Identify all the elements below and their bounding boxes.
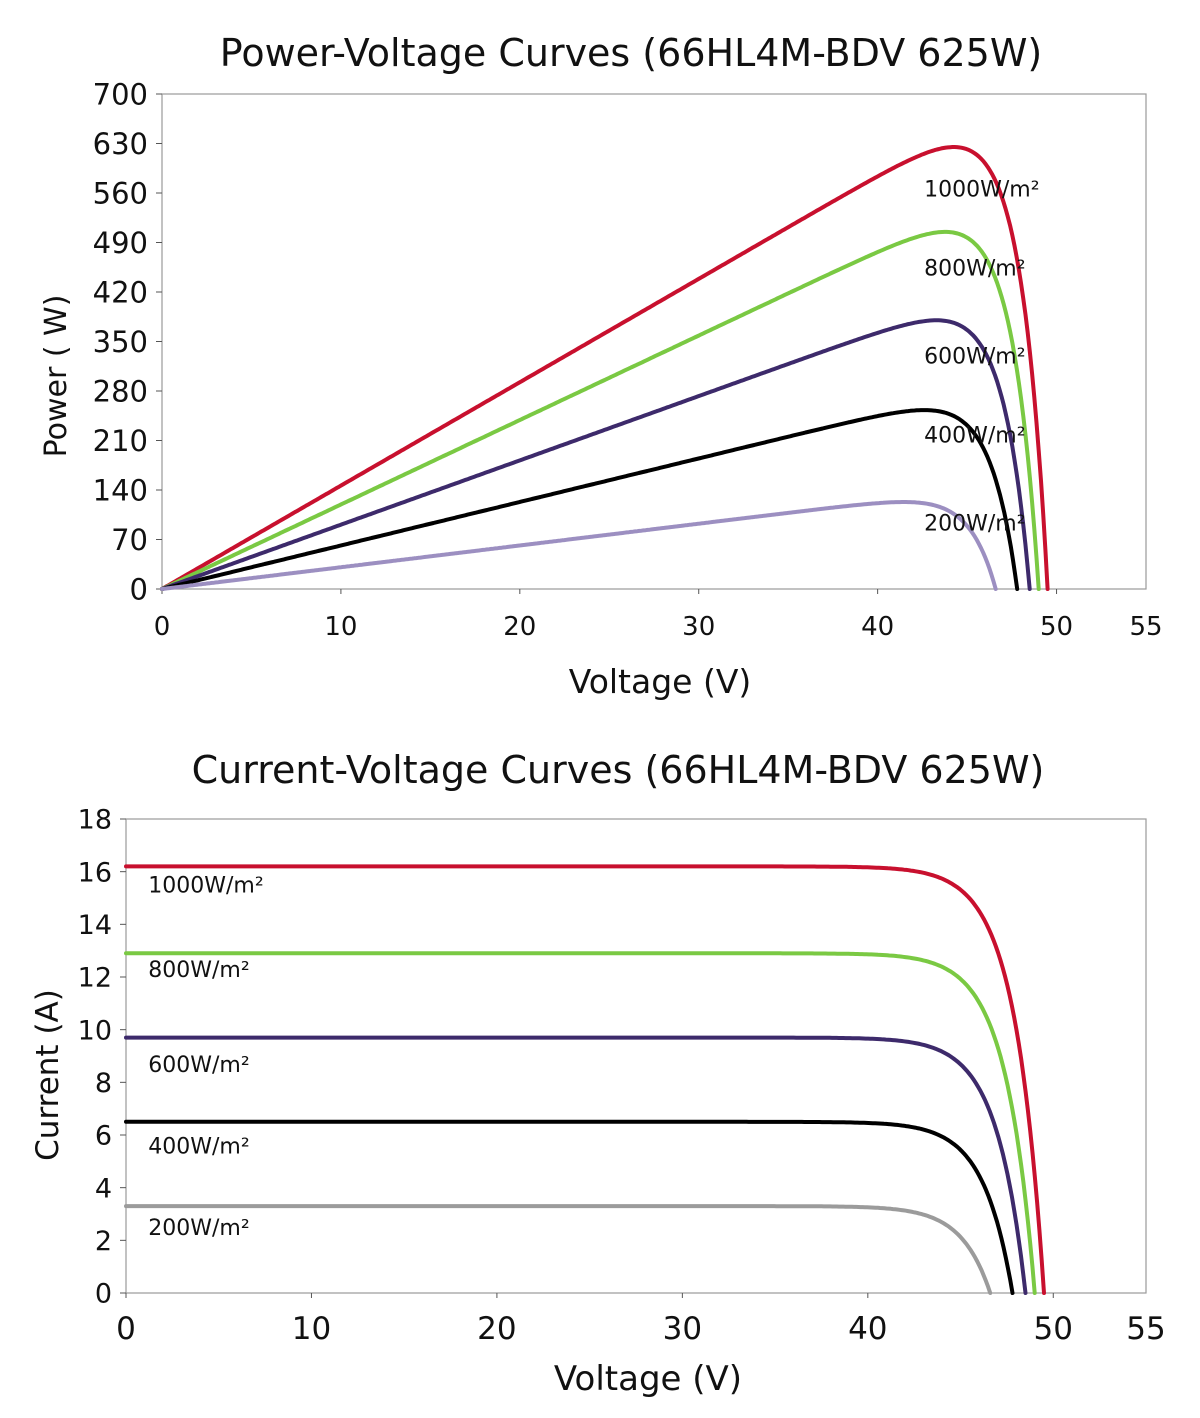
- iv-x-tick-label: 50: [1034, 1311, 1073, 1347]
- iv-x-axis: 0 10 20 30 40 50 55: [116, 1293, 1166, 1347]
- iv-series-line-3: [124, 1119, 1015, 1295]
- iv-y-axis: 0 2 4 6 8 10 12 14 16 18: [78, 805, 126, 1310]
- iv-y-tick-label: 14: [78, 910, 112, 941]
- iv-y-tick-label: 2: [95, 1226, 112, 1257]
- iv-y-tick-label: 0: [95, 1279, 112, 1310]
- iv-x-tick-label: 0: [116, 1311, 136, 1347]
- pv-x-axis-label: Voltage (V): [569, 662, 752, 701]
- iv-y-tick-label: 16: [78, 857, 112, 888]
- pv-y-tick-label: 140: [93, 473, 148, 507]
- pv-series-line-3: [160, 408, 1020, 591]
- iv-curve-label-4: 200W/m²: [148, 1216, 249, 1241]
- pv-x-tick-label: 0: [154, 612, 171, 642]
- pv-y-tick-label: 560: [93, 176, 148, 210]
- iv-y-tick-label: 18: [78, 805, 112, 836]
- pv-y-axis: 0 70 140 210 280 350 420 490 560 630 700: [93, 77, 162, 606]
- pv-curve-label-1: 800W/m²: [924, 257, 1025, 282]
- pv-x-tick-label: 10: [324, 612, 357, 642]
- iv-y-tick-label: 8: [95, 1068, 112, 1099]
- pv-y-tick-label: 630: [93, 127, 148, 161]
- iv-curve-label-2: 600W/m²: [148, 1053, 249, 1078]
- pv-y-tick-label: 210: [93, 424, 148, 458]
- pv-curve-labels: 1000W/m² 800W/m² 600W/m² 400W/m² 200W/m²: [924, 178, 1039, 537]
- iv-chart: Current-Voltage Curves (66HL4M-BDV 625W)…: [30, 748, 1166, 1399]
- pv-curve-label-3: 400W/m²: [924, 424, 1025, 449]
- iv-curve-label-3: 400W/m²: [148, 1134, 249, 1159]
- iv-y-tick-label: 10: [78, 1015, 112, 1046]
- iv-x-tick-label: 55: [1126, 1311, 1165, 1347]
- pv-chart-title: Power-Voltage Curves (66HL4M-BDV 625W): [220, 31, 1042, 75]
- iv-series-line-4: [124, 1204, 993, 1295]
- iv-x-axis-label: Voltage (V): [554, 1359, 742, 1399]
- iv-y-tick-label: 4: [95, 1173, 112, 1204]
- pv-x-axis: 0 10 20 30 40 50 55: [154, 589, 1163, 642]
- pv-x-tick-label: 55: [1129, 612, 1162, 642]
- pv-series-line-0: [160, 145, 1050, 591]
- pv-x-tick-label: 50: [1040, 612, 1073, 642]
- pv-series-line-1: [160, 229, 1041, 591]
- iv-series-line-0: [124, 864, 1046, 1295]
- iv-chart-title: Current-Voltage Curves (66HL4M-BDV 625W): [192, 748, 1045, 792]
- pv-x-tick-label: 30: [682, 612, 715, 642]
- pv-y-tick-label: 700: [93, 77, 148, 111]
- iv-series-line-2: [124, 1035, 1028, 1295]
- iv-y-tick-label: 6: [95, 1121, 112, 1152]
- pv-curve-label-4: 200W/m²: [924, 511, 1025, 536]
- pv-y-tick-label: 490: [93, 226, 148, 260]
- pv-y-tick-label: 280: [93, 374, 148, 408]
- iv-x-tick-label: 30: [663, 1311, 702, 1347]
- iv-series-group: [124, 864, 1046, 1295]
- iv-curve-label-1: 800W/m²: [148, 958, 249, 983]
- pv-y-tick-label: 0: [130, 572, 148, 606]
- pv-curve-label-0: 1000W/m²: [924, 178, 1039, 203]
- pv-y-tick-label: 350: [93, 325, 148, 359]
- pv-x-tick-label: 20: [503, 612, 536, 642]
- pv-series-line-2: [160, 318, 1032, 591]
- iv-x-tick-label: 20: [477, 1311, 516, 1347]
- iv-y-tick-label: 12: [78, 963, 112, 994]
- pv-y-tick-label: 420: [93, 275, 148, 309]
- iv-series-line-1: [124, 951, 1037, 1295]
- pv-chart: Power-Voltage Curves (66HL4M-BDV 625W) 0…: [39, 31, 1163, 701]
- iv-curve-label-0: 1000W/m²: [148, 874, 263, 899]
- iv-x-tick-label: 10: [292, 1311, 331, 1347]
- pv-series-group: [160, 145, 1050, 591]
- iv-curve-labels: 1000W/m² 800W/m² 600W/m² 400W/m² 200W/m²: [148, 874, 263, 1241]
- pv-y-axis-label: Power ( W): [39, 295, 74, 458]
- iv-x-tick-label: 40: [848, 1311, 887, 1347]
- pv-x-tick-label: 40: [861, 612, 894, 642]
- pv-curve-label-2: 600W/m²: [924, 344, 1025, 369]
- pv-series-line-4: [160, 500, 998, 591]
- iv-y-axis-label: Current (A): [30, 989, 66, 1161]
- iv-plot-frame: [125, 818, 1147, 1294]
- pv-y-tick-label: 70: [111, 523, 148, 557]
